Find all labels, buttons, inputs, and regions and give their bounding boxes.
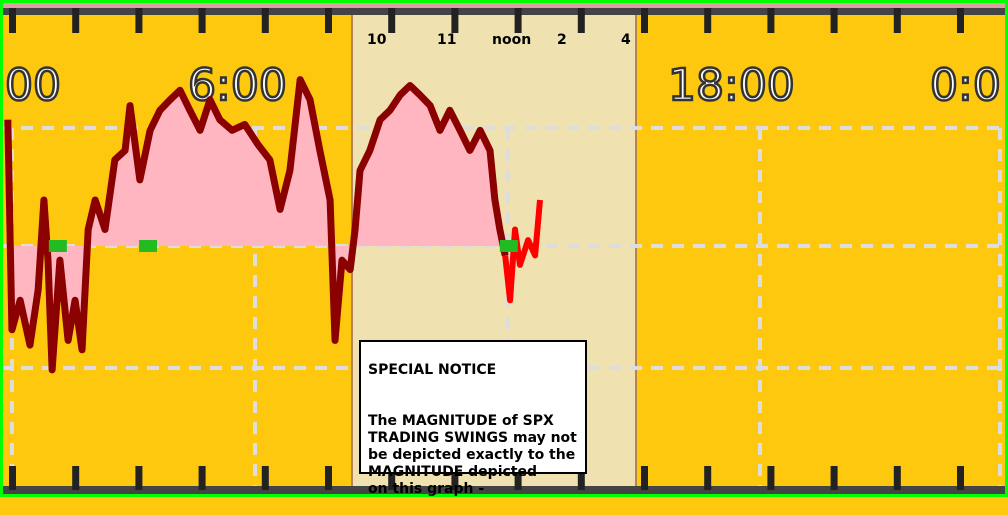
bottom-axis-line bbox=[0, 486, 1008, 494]
bottom-tick bbox=[893, 466, 901, 490]
top-tick bbox=[451, 8, 459, 33]
top-axis-line bbox=[0, 8, 1008, 15]
top-tick bbox=[704, 8, 712, 33]
bottom-tick bbox=[72, 466, 80, 490]
top-tick bbox=[514, 8, 522, 33]
chart-border bbox=[0, 0, 1008, 497]
bottom-tick bbox=[198, 466, 206, 490]
bottom-tick bbox=[9, 466, 16, 490]
bottom-tick bbox=[704, 466, 712, 490]
hour-label-10: 10 bbox=[367, 32, 387, 48]
bottom-tick bbox=[451, 466, 459, 490]
time-label-0: 0:0 bbox=[930, 60, 1001, 111]
top-tick bbox=[261, 8, 269, 33]
notice-title: SPECIAL NOTICE bbox=[368, 362, 497, 378]
top-tick bbox=[957, 8, 964, 33]
spx-chart: 00 6:00 18:00 0:0 10 11 noon 2 4 bbox=[0, 0, 1008, 497]
top-tick bbox=[641, 8, 648, 33]
price-line bbox=[4, 76, 509, 374]
baseline-marker bbox=[499, 240, 518, 252]
bottom-tick bbox=[325, 466, 332, 490]
time-label-18: 18:00 bbox=[668, 60, 795, 111]
top-tick bbox=[325, 8, 332, 33]
hour-label-4: 4 bbox=[621, 32, 631, 48]
bottom-tick bbox=[577, 466, 585, 490]
time-label-6: 6:00 bbox=[188, 60, 287, 111]
bottom-tick bbox=[135, 466, 143, 490]
axis-ticks bbox=[9, 8, 964, 490]
special-notice: SPECIAL NOTICE The MAGNITUDE of SPX TRAD… bbox=[359, 340, 587, 497]
top-tick bbox=[388, 8, 396, 33]
top-tick bbox=[830, 8, 838, 33]
top-tick bbox=[9, 8, 16, 33]
baseline-marker bbox=[139, 240, 158, 252]
top-tick bbox=[767, 8, 775, 33]
notice-body: The MAGNITUDE of SPX TRADING SWINGS may … bbox=[368, 413, 577, 497]
bottom-tick bbox=[830, 466, 838, 490]
bottom-tick bbox=[767, 466, 775, 490]
current-price-line bbox=[502, 199, 543, 304]
hour-label-noon: noon bbox=[492, 32, 531, 48]
top-tick bbox=[577, 8, 585, 33]
top-tick bbox=[893, 8, 901, 33]
hour-label-2: 2 bbox=[557, 32, 567, 48]
bottom-tick bbox=[957, 466, 964, 490]
time-label-00: 00 bbox=[5, 60, 61, 111]
bottom-tick bbox=[641, 466, 648, 490]
bottom-tick bbox=[514, 466, 522, 490]
hour-label-11: 11 bbox=[437, 32, 456, 48]
bottom-tick bbox=[388, 466, 396, 490]
series-layer bbox=[4, 76, 543, 374]
baseline-marker bbox=[48, 240, 67, 252]
top-bar bbox=[0, 0, 1008, 8]
top-tick bbox=[72, 8, 80, 33]
top-tick bbox=[135, 8, 143, 33]
bottom-tick bbox=[261, 466, 269, 490]
top-tick bbox=[198, 8, 206, 33]
price-area-fill bbox=[7, 79, 506, 370]
